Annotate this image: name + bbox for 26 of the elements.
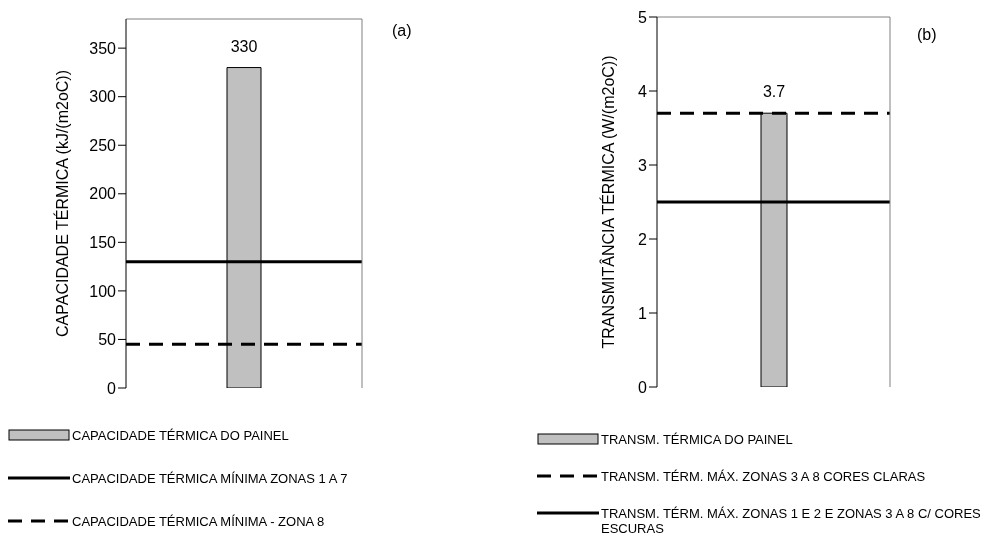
legend-label: TRANSM. TÉRMICA DO PAINEL <box>601 432 793 447</box>
text: (a) <box>392 22 412 40</box>
y-tick-label: 350 <box>89 39 117 57</box>
legend-label: TRANSM. TÉRM. MÁX. ZONAS 1 E 2 E ZONAS 3 A 8 C/ CORES ESCURAS <box>601 506 981 536</box>
legend-label: TRANSM. TÉRM. MÁX. ZONAS 3 A 8 CORES CLARAS <box>601 469 926 484</box>
y-tick-label: 4 <box>638 82 648 100</box>
y-tick-label: 1 <box>638 304 648 322</box>
data-label: 3.7 <box>762 83 786 101</box>
y-axis-title: CAPACIDADE TÉRMICA (kJ/(m2oC)) <box>52 70 71 337</box>
y-axis-title: TRANSMITÂNCIA TÉRMICA (W/(m2oC)) <box>598 55 617 349</box>
legend-label: CAPACIDADE TÉRMICA MÍNIMA ZONAS 1 A 7 <box>72 471 348 486</box>
legend-label: CAPACIDADE TÉRMICA MÍNIMA - ZONA 8 <box>72 514 325 529</box>
y-tick-label: 2 <box>638 230 648 248</box>
y-tick-label: 0 <box>638 378 648 396</box>
y-tick-label: 0 <box>107 379 117 397</box>
y-tick-label: 300 <box>89 88 117 106</box>
y-tick-label: 150 <box>89 234 117 252</box>
legend-label: CAPACIDADE TÉRMICA DO PAINEL <box>72 428 289 443</box>
y-tick-label: 3 <box>638 156 648 174</box>
y-tick-label: 200 <box>89 185 117 203</box>
y-tick-label: 250 <box>89 136 117 154</box>
y-tick-label: 5 <box>638 8 648 26</box>
data-label: 330 <box>230 37 258 55</box>
text: (b) <box>917 26 937 44</box>
y-tick-label: 100 <box>89 282 117 300</box>
y-tick-label: 50 <box>98 331 117 349</box>
